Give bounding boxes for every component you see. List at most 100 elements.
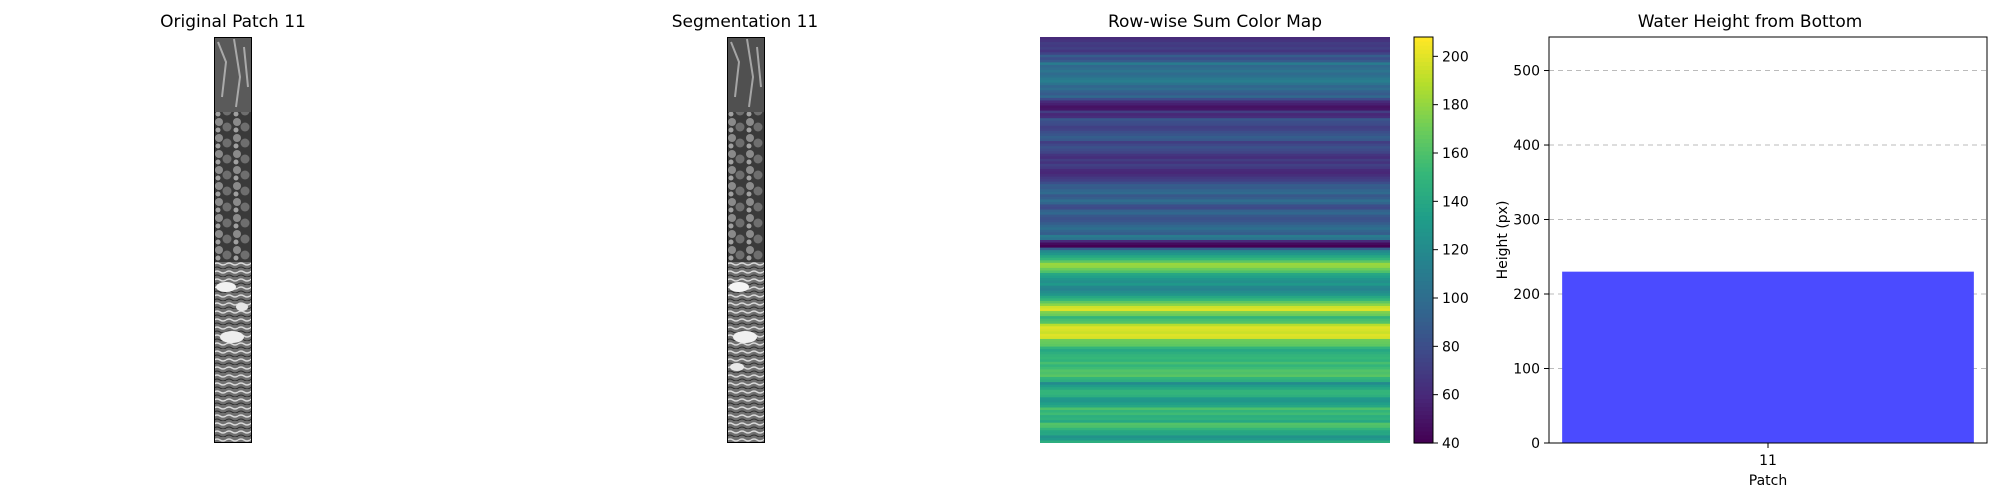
heatmap-row bbox=[1040, 85, 1390, 89]
heatmap-row bbox=[1040, 293, 1390, 297]
segmentation-image bbox=[727, 37, 765, 443]
colorbar-segment bbox=[1414, 118, 1433, 123]
heatmap-row bbox=[1040, 265, 1390, 269]
heatmap-row bbox=[1040, 42, 1390, 46]
colorbar-segment bbox=[1414, 422, 1433, 428]
colorbar-segment bbox=[1414, 426, 1433, 432]
x-axis-label: Patch bbox=[1749, 473, 1787, 489]
colorbar-segment bbox=[1414, 333, 1433, 339]
colorbar-segment bbox=[1414, 410, 1433, 416]
heatmap-row bbox=[1040, 158, 1390, 162]
colorbar-segment bbox=[1414, 304, 1433, 310]
heatmap-row bbox=[1040, 196, 1390, 200]
heatmap-row bbox=[1040, 298, 1390, 302]
colorbar-segment bbox=[1414, 256, 1433, 261]
heatmap-row bbox=[1040, 432, 1390, 436]
colorbar-segment bbox=[1414, 349, 1433, 355]
colorbar-segment bbox=[1414, 61, 1433, 67]
heatmap-row bbox=[1040, 110, 1390, 114]
heatmap-row bbox=[1040, 399, 1390, 403]
colorbar-segment bbox=[1414, 390, 1433, 395]
heatmap-row bbox=[1040, 209, 1390, 213]
heatmap-row bbox=[1040, 113, 1390, 117]
heatmap-row bbox=[1040, 100, 1390, 104]
colorbar-segment bbox=[1414, 244, 1433, 249]
colorbar-segment bbox=[1414, 195, 1433, 200]
heatmap-row bbox=[1040, 148, 1390, 152]
heatmap-row bbox=[1040, 115, 1390, 119]
heatmap-row bbox=[1040, 143, 1390, 147]
heatmap-row bbox=[1040, 245, 1390, 249]
colorbar-segment bbox=[1414, 292, 1433, 298]
heatmap-row bbox=[1040, 278, 1390, 282]
colorbar-segment bbox=[1414, 361, 1433, 367]
heatmap-row bbox=[1040, 57, 1390, 61]
colorbar-segment bbox=[1414, 138, 1433, 144]
colorbar-segment bbox=[1414, 49, 1433, 54]
heatmap-row bbox=[1040, 366, 1390, 371]
heatmap-row bbox=[1040, 349, 1390, 353]
colorbar-segment bbox=[1414, 57, 1433, 62]
heatmap-row bbox=[1040, 333, 1390, 338]
bar-patch-11 bbox=[1562, 271, 1974, 443]
heatmap-row bbox=[1040, 163, 1390, 168]
colorbar-segment bbox=[1414, 45, 1433, 50]
colorbar-segment bbox=[1414, 276, 1433, 282]
heatmap-row bbox=[1040, 77, 1390, 81]
heatmap-row bbox=[1040, 105, 1390, 109]
heatmap-row bbox=[1040, 69, 1390, 74]
heatmap-row bbox=[1040, 153, 1390, 157]
heatmap-row bbox=[1040, 323, 1390, 327]
colorbar-segment bbox=[1414, 93, 1433, 99]
heatmap-row bbox=[1040, 166, 1390, 170]
heatmap-row bbox=[1040, 260, 1390, 264]
heatmap-row bbox=[1040, 394, 1390, 398]
heatmap-row bbox=[1040, 141, 1390, 145]
heatmap-row bbox=[1040, 194, 1390, 198]
colorbar-tick-label: 120 bbox=[1442, 243, 1469, 259]
colorbar-segment bbox=[1414, 235, 1433, 241]
heatmap-row bbox=[1040, 288, 1390, 292]
heatmap-row bbox=[1040, 97, 1390, 102]
heatmap-row bbox=[1040, 437, 1390, 442]
heatmap-row bbox=[1040, 415, 1390, 419]
heatmap-row bbox=[1040, 214, 1390, 218]
heatmap-row bbox=[1040, 404, 1390, 409]
y-tick-label: 200 bbox=[1513, 287, 1540, 303]
colorbar-segment bbox=[1414, 134, 1433, 140]
colorbar-segment bbox=[1414, 418, 1433, 424]
colorbar-segment bbox=[1414, 162, 1433, 168]
colorbar-segment bbox=[1414, 223, 1433, 229]
colorbar-segment bbox=[1414, 65, 1433, 71]
colormap-title: Row-wise Sum Color Map bbox=[1107, 12, 1323, 32]
colorbar-segment bbox=[1414, 288, 1433, 294]
heatmap-row bbox=[1040, 338, 1390, 343]
colorbar-tick-label: 100 bbox=[1442, 291, 1469, 307]
heatmap-row bbox=[1040, 379, 1390, 383]
heatmap-row bbox=[1040, 389, 1390, 393]
heatmap-row bbox=[1040, 267, 1390, 272]
y-tick-label: 400 bbox=[1513, 138, 1540, 154]
colorbar-segment bbox=[1414, 110, 1433, 115]
heatmap-row bbox=[1040, 425, 1390, 429]
heatmap-row bbox=[1040, 280, 1390, 284]
heatmap-row bbox=[1040, 229, 1390, 233]
heatmap-row bbox=[1040, 92, 1390, 96]
heatmap-row bbox=[1040, 356, 1390, 360]
heatmap-row bbox=[1040, 402, 1390, 406]
colorbar-segment bbox=[1414, 77, 1433, 83]
colorbar-tick-label: 200 bbox=[1442, 49, 1469, 65]
heatmap-row bbox=[1040, 146, 1390, 150]
heatmap-row bbox=[1040, 49, 1390, 53]
colorbar-segment bbox=[1414, 41, 1433, 46]
heatmap-row bbox=[1040, 257, 1390, 261]
colorbar-segment bbox=[1414, 142, 1433, 148]
heatmap-row bbox=[1040, 397, 1390, 401]
colorbar-segment bbox=[1414, 231, 1433, 237]
heatmap-row bbox=[1040, 219, 1390, 223]
heatmap-row bbox=[1040, 250, 1390, 254]
heatmap-row bbox=[1040, 326, 1390, 330]
colorbar-segment bbox=[1414, 430, 1433, 436]
colorbar-segment bbox=[1414, 89, 1433, 95]
colorbar-segment bbox=[1414, 321, 1433, 326]
